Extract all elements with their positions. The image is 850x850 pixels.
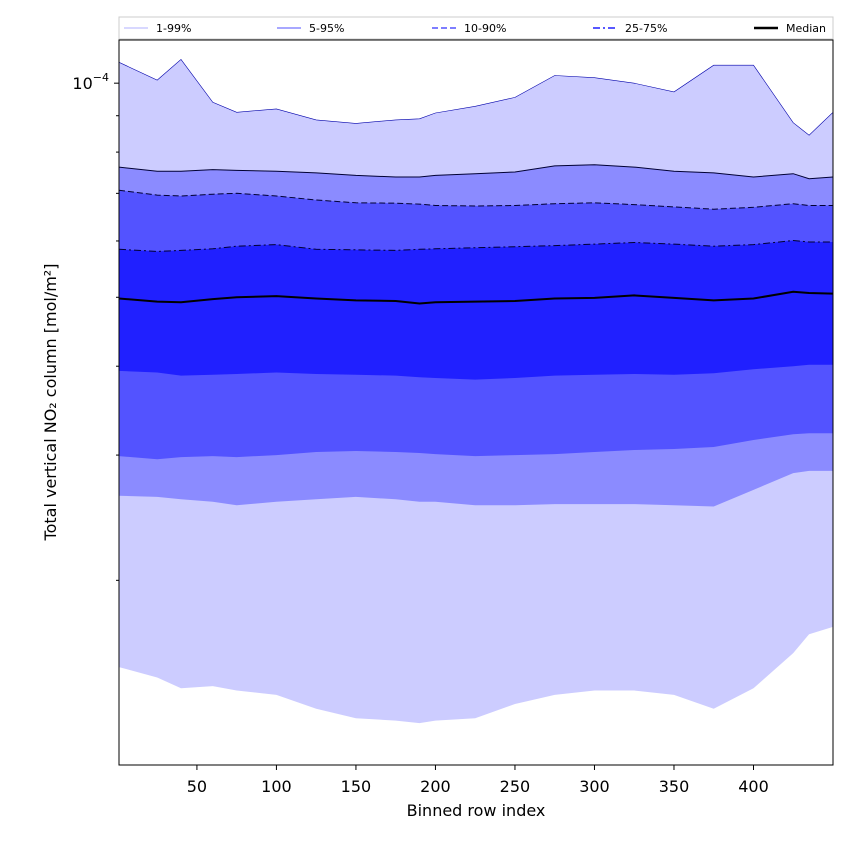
x-axis-label: Binned row index	[407, 801, 546, 820]
x-tick-label: 50	[187, 777, 207, 796]
percentile-bands	[119, 59, 833, 724]
legend-box	[118, 16, 834, 40]
band-upper-edge	[119, 189, 833, 210]
x-tick-label: 250	[500, 777, 531, 796]
legend: 1-99% 5-95% 10-90% 25-75% Median	[118, 16, 834, 40]
band-upper-edge	[119, 239, 833, 252]
x-axis: 50 100 150 200 250 300 350 400	[187, 765, 769, 796]
median-layer	[119, 290, 833, 305]
y-axis: 10−4	[72, 71, 119, 581]
x-tick-label: 300	[579, 777, 610, 796]
x-tick-label: 400	[738, 777, 769, 796]
y-tick-label: 10−4	[72, 71, 109, 93]
x-tick-label: 200	[420, 777, 451, 796]
legend-label: 10-90%	[464, 22, 506, 35]
band-edge-lines	[119, 58, 833, 252]
legend-label: 5-95%	[309, 22, 344, 35]
legend-label: 1-99%	[156, 22, 191, 35]
x-tick-label: 100	[261, 777, 292, 796]
plot-frame	[118, 39, 834, 766]
band-25-75pct	[119, 240, 833, 380]
x-tick-label: 350	[659, 777, 690, 796]
x-tick-label: 150	[341, 777, 372, 796]
band-upper-edge	[119, 164, 833, 180]
legend-label: 25-75%	[625, 22, 667, 35]
median-line	[119, 290, 833, 305]
legend-label: Median	[786, 22, 826, 35]
band-outer-edge	[119, 58, 833, 136]
y-axis-label: Total vertical NO₂ column [mol/m²]	[41, 264, 60, 542]
